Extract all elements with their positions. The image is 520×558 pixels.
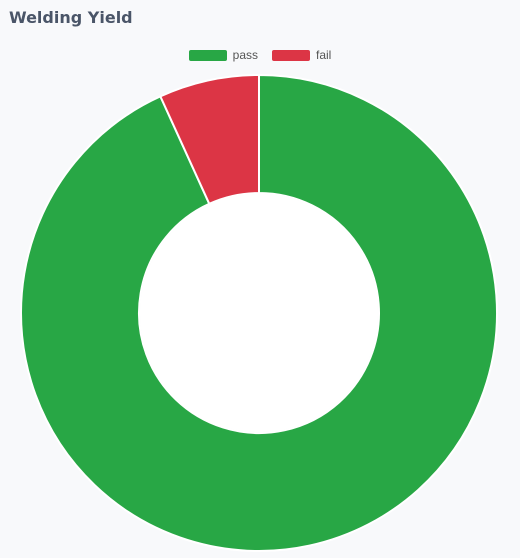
legend: pass fail: [0, 48, 520, 62]
legend-label-fail: fail: [316, 48, 332, 62]
legend-item-fail[interactable]: fail: [272, 48, 331, 62]
legend-item-pass[interactable]: pass: [188, 48, 258, 62]
legend-swatch-fail: [272, 49, 310, 61]
slice-pass[interactable]: [20, 73, 498, 552]
slice-fail[interactable]: [159, 73, 260, 206]
doughnut-hole: [140, 194, 378, 432]
legend-swatch-pass: [188, 49, 227, 61]
legend-label-pass: pass: [232, 48, 258, 62]
slices-group: [20, 73, 498, 552]
chart-title: Welding Yield: [9, 8, 133, 27]
